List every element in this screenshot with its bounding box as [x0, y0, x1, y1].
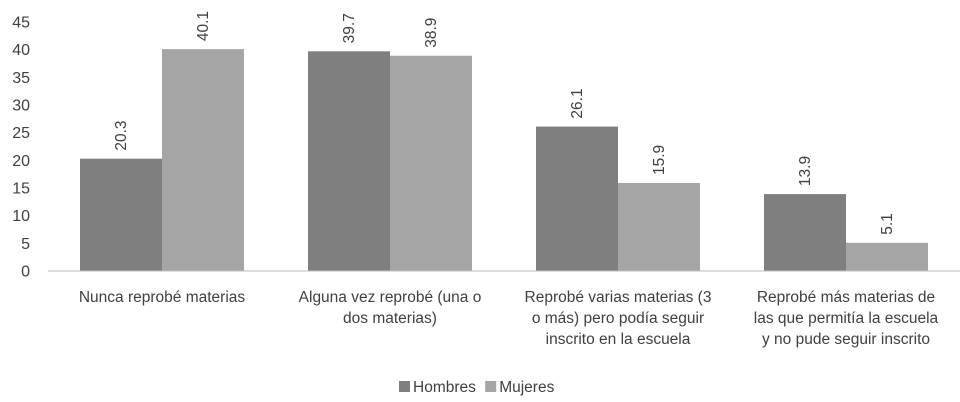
y-tick-label: 20 — [12, 153, 30, 170]
legend-swatch-mujeres — [485, 381, 497, 392]
data-label-mujeres-3: 5.1 — [879, 213, 896, 235]
bar-hombres-2 — [536, 126, 618, 271]
y-tick-label: 0 — [21, 264, 30, 281]
category-label-0: Nunca reprobé materias — [79, 289, 246, 306]
bar-hombres-1 — [308, 51, 390, 272]
bars: 20.3 39.7 26.1 13.9 40.1 38.9 15.9 5.1 — [80, 11, 928, 272]
category-label-line: Nunca reprobé materias — [79, 289, 246, 306]
data-label-mujeres-2: 15.9 — [651, 145, 668, 175]
category-label-2: Reprobé varias materias (3 o más) pero po… — [525, 289, 712, 348]
data-label-mujeres-0: 40.1 — [195, 11, 212, 41]
data-label-hombres-2: 26.1 — [569, 88, 586, 118]
bar-mujeres-0 — [162, 49, 244, 271]
bar-mujeres-1 — [390, 55, 472, 272]
data-label-hombres-0: 20.3 — [113, 121, 130, 151]
y-tick-label: 45 — [12, 15, 30, 32]
category-label-line: inscrito en la escuela — [546, 331, 691, 348]
bar-hombres-0 — [80, 158, 162, 271]
category-labels: Nunca reprobé materias Alguna vez reprobé… — [79, 289, 939, 348]
legend-swatch-hombres — [399, 381, 410, 392]
data-label-mujeres-1: 38.9 — [423, 18, 440, 48]
category-label-line: dos materias) — [343, 310, 437, 327]
y-tick-label: 5 — [21, 236, 30, 253]
data-label-hombres-1: 39.7 — [341, 13, 358, 43]
bar-hombres-3 — [764, 194, 846, 271]
category-label-3: Reprobé más materias de las que permitía … — [754, 289, 939, 348]
category-label-line: las que permitía la escuela — [754, 310, 939, 327]
y-tick-label: 40 — [12, 42, 30, 59]
legend: Hombres Mujeres — [399, 379, 555, 396]
category-label-line: o más) pero podía seguir — [532, 310, 704, 327]
category-label-line: Reprobé más materias de — [757, 289, 935, 306]
y-tick-label: 10 — [12, 208, 30, 225]
y-tick-label: 35 — [12, 70, 30, 87]
y-tick-label: 25 — [12, 125, 30, 142]
legend-label-mujeres: Mujeres — [499, 379, 554, 396]
y-axis: 0 5 10 15 20 25 30 35 40 45 — [12, 15, 30, 281]
category-label-line: y no pude seguir inscrito — [762, 331, 930, 348]
y-tick-label: 30 — [12, 98, 30, 115]
category-label-1: Alguna vez reprobé (una o dos materias) — [299, 289, 482, 327]
category-label-line: Reprobé varias materias (3 — [525, 289, 712, 306]
y-tick-label: 15 — [12, 181, 30, 198]
data-label-hombres-3: 13.9 — [797, 156, 814, 186]
category-label-line: Alguna vez reprobé (una o — [299, 289, 482, 306]
bar-mujeres-2 — [618, 183, 700, 271]
bar-mujeres-3 — [846, 242, 928, 271]
legend-label-hombres: Hombres — [413, 379, 476, 396]
